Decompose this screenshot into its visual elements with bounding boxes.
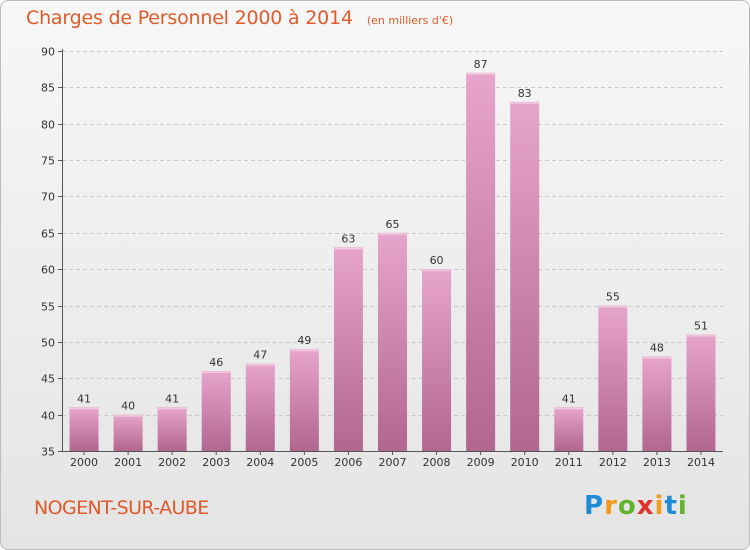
bar-highlight-2011 — [554, 407, 583, 410]
logo-letter: i — [654, 491, 665, 521]
value-label-2013: 48 — [650, 341, 664, 354]
y-tick-label-35: 35 — [41, 446, 55, 459]
bar-2013 — [642, 356, 672, 451]
x-tick-label-2010: 2010 — [511, 456, 539, 469]
bar-highlight-2000 — [70, 407, 99, 410]
x-tick-label-2006: 2006 — [334, 456, 362, 469]
axes — [58, 49, 723, 455]
bar-2005 — [289, 349, 319, 451]
bar-2006 — [333, 247, 363, 451]
bar-highlight-2008 — [422, 269, 451, 272]
bar-2009 — [466, 72, 496, 452]
bar-2003 — [201, 371, 231, 451]
x-tick-label-2003: 2003 — [202, 456, 230, 469]
logo-letter: P — [584, 491, 605, 521]
value-label-2006: 63 — [341, 232, 355, 245]
bar-2001 — [113, 414, 143, 451]
x-tick-label-2013: 2013 — [643, 456, 671, 469]
bar-highlight-2012 — [598, 306, 627, 308]
bar-2012 — [598, 305, 628, 451]
bar-highlight-2006 — [334, 247, 363, 250]
y-tick-label-50: 50 — [41, 337, 55, 350]
bar-2011 — [554, 407, 584, 451]
logo-letter: t — [664, 491, 678, 521]
bar-highlight-2009 — [466, 73, 495, 75]
logo-letter: x — [636, 491, 655, 521]
value-label-2002: 41 — [165, 392, 179, 405]
y-tick-label-65: 65 — [41, 228, 55, 241]
value-label-2003: 46 — [209, 356, 223, 369]
y-tick-label-60: 60 — [41, 264, 55, 277]
x-tick-label-2001: 2001 — [114, 456, 142, 469]
y-tick-label-40: 40 — [41, 410, 55, 423]
value-label-2005: 49 — [297, 334, 311, 347]
value-label-2007: 65 — [386, 218, 400, 231]
commune-name: NOGENT-SUR-AUBE — [34, 497, 209, 519]
bar-highlight-2004 — [246, 364, 275, 366]
bar-highlight-2010 — [510, 102, 539, 104]
x-tick-label-2002: 2002 — [158, 456, 186, 469]
bar-2002 — [157, 407, 187, 451]
value-label-2009: 87 — [474, 58, 488, 71]
value-label-2014: 51 — [694, 320, 708, 333]
value-label-2008: 60 — [430, 254, 444, 267]
bar-highlight-2013 — [642, 356, 671, 359]
bar-2004 — [245, 363, 275, 451]
bar-2008 — [422, 269, 452, 451]
bar-highlight-2003 — [202, 371, 231, 373]
bar-highlight-2002 — [158, 407, 187, 410]
bar-2000 — [69, 407, 99, 451]
bar-highlight-2014 — [686, 335, 715, 337]
bars — [69, 72, 716, 452]
bar-highlight-2005 — [290, 349, 319, 352]
y-tick-label-70: 70 — [41, 191, 55, 204]
y-tick-label-45: 45 — [41, 373, 55, 386]
x-tick-label-2014: 2014 — [687, 456, 715, 469]
bar-2014 — [686, 334, 716, 451]
x-tick-label-2012: 2012 — [599, 456, 627, 469]
bar-highlight-2001 — [114, 415, 143, 417]
y-tick-label-75: 75 — [41, 155, 55, 168]
x-tick-label-2011: 2011 — [555, 456, 583, 469]
logo-letter: o — [617, 491, 637, 521]
value-label-2010: 83 — [518, 87, 532, 100]
y-tick-label-85: 85 — [41, 82, 55, 95]
logo-letter: i — [677, 491, 688, 521]
x-tick-label-2008: 2008 — [423, 456, 451, 469]
chart-subtitle: (en milliers d'€) — [366, 14, 454, 27]
bar-highlight-2007 — [378, 233, 407, 235]
y-tick-label-55: 55 — [41, 301, 55, 314]
value-label-2012: 55 — [606, 291, 620, 304]
x-tick-label-2005: 2005 — [290, 456, 318, 469]
value-label-2000: 41 — [77, 392, 91, 405]
x-tick-label-2007: 2007 — [379, 456, 407, 469]
bar-2010 — [510, 101, 540, 451]
x-tick-label-2009: 2009 — [467, 456, 495, 469]
chart-title: Charges de Personnel 2000 à 2014 — [26, 7, 353, 29]
y-tick-label-80: 80 — [41, 119, 55, 132]
y-tick-label-90: 90 — [41, 46, 55, 59]
title-block: Charges de Personnel 2000 à 2014 (en mill… — [26, 7, 453, 29]
x-tick-label-2004: 2004 — [246, 456, 274, 469]
labels: 35 40 45 50 55 60 65 70 75 80 85 90 41 2000 40 2001 41 20… — [41, 46, 715, 470]
x-tick-label-2000: 2000 — [70, 456, 98, 469]
logo-letter: r — [604, 491, 618, 521]
value-label-2001: 40 — [121, 400, 135, 413]
proxiti-logo: Proxiti — [584, 491, 688, 521]
value-label-2004: 47 — [253, 349, 267, 362]
bar-2007 — [378, 232, 407, 451]
value-label-2011: 41 — [562, 392, 576, 405]
